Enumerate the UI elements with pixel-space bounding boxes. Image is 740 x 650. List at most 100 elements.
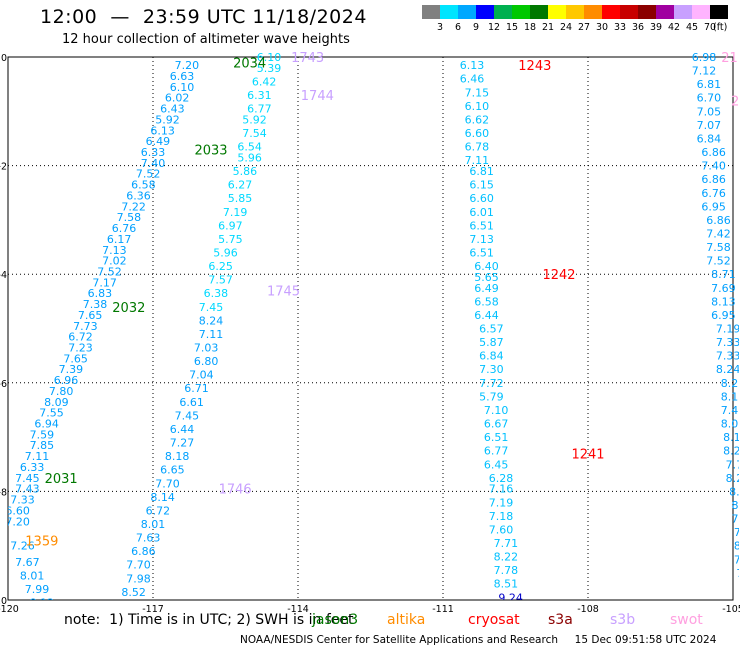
- wave-height-value: 6.62: [465, 113, 490, 126]
- wave-height-value: 7.71: [494, 537, 519, 550]
- wave-height-value: 7.18: [489, 510, 514, 523]
- wave-height-value: 7.70: [126, 559, 151, 572]
- pass-number-label: 1242: [542, 268, 575, 283]
- wave-height-value: 6.13: [460, 59, 485, 72]
- wave-height-value: 7.75: [726, 458, 740, 471]
- wave-height-value: 6.60: [465, 127, 490, 140]
- legend-altika: altika: [387, 612, 426, 628]
- wave-height-value: 7.07: [697, 119, 722, 132]
- wave-height-value: 6.51: [469, 246, 494, 259]
- lon-tick-label: -108: [577, 604, 599, 615]
- wave-height-value: 7.67: [15, 556, 40, 569]
- pass-number-label: 2031: [45, 472, 78, 487]
- wave-height-value: 6.72: [146, 504, 171, 517]
- wave-height-value: 6.10: [170, 81, 195, 94]
- lat-tick-label: -6: [0, 379, 7, 390]
- lon-tick-label: -111: [432, 604, 454, 615]
- color-swatch: [710, 5, 728, 19]
- wave-height-value: 6.49: [474, 282, 499, 295]
- color-swatch: [476, 5, 494, 19]
- wave-height-value: 6.49: [146, 135, 171, 148]
- color-scale-label: 27: [578, 22, 590, 33]
- wave-height-value: 7.80: [49, 385, 74, 398]
- wave-height-value: 7.38: [83, 298, 108, 311]
- pass-number-label: 2120: [731, 94, 740, 109]
- color-swatch: [674, 5, 692, 19]
- wave-height-value: 7.33: [716, 336, 740, 349]
- color-scale: 3 6 9 12 15 18 21 24 27 30 33 36 39 42 45 70(ft): [422, 5, 728, 33]
- wave-height-value: 7.55: [39, 407, 64, 420]
- credit-line: NOAA/NESDIS Center for Satellite Applica…: [240, 634, 717, 646]
- color-scale-label: 9: [473, 22, 479, 33]
- wave-height-value: 7.78: [494, 564, 519, 577]
- lon-tick-label: -105: [722, 604, 740, 615]
- pass-number-label: 1746: [219, 483, 252, 498]
- wave-height-value: 8.24: [199, 314, 224, 327]
- pass-number-label: 2033: [194, 143, 227, 158]
- lon-tick-label: -114: [287, 604, 309, 615]
- wave-height-value: 7.8: [734, 526, 740, 539]
- wave-height-value: 6.76: [701, 187, 726, 200]
- wave-height-value: 7.85: [30, 439, 55, 452]
- wave-height-value: 6.97: [218, 219, 243, 232]
- wave-height-value: 7.40: [141, 157, 166, 170]
- wave-height-value: 7.60: [489, 523, 514, 536]
- wave-height-value: 6.86: [706, 214, 731, 227]
- wave-height-value: 6.77: [247, 103, 272, 116]
- wave-height-value: 5.79: [479, 390, 504, 403]
- color-scale-label: 18: [524, 22, 536, 33]
- color-scale-unit: (ft): [713, 22, 727, 33]
- wave-height-value: 7.65: [63, 352, 88, 365]
- wave-height-value: 6.81: [697, 78, 722, 91]
- wave-height-value: 6.44: [170, 423, 195, 436]
- color-swatch: [440, 5, 458, 19]
- wave-height-value: 7.10: [484, 404, 509, 417]
- wave-height-value: 6.86: [701, 173, 726, 186]
- wave-height-value: 7.16: [489, 483, 514, 496]
- wave-height-value: 7.30: [479, 363, 504, 376]
- wave-height-value: 8.71: [711, 268, 736, 281]
- wave-height-value: 7.5: [736, 567, 740, 580]
- pass-number-label: 1745: [267, 284, 300, 299]
- wave-height-value: 6.70: [697, 92, 722, 105]
- satellite-legend: jason3 altika cryosat s3a s3b swot: [312, 612, 740, 632]
- wave-height-value: 8.0: [734, 540, 740, 553]
- wave-height-value: 8.14: [150, 491, 175, 504]
- wave-height-value: 7.45: [199, 301, 224, 314]
- wave-height-value: 5.65: [474, 271, 499, 284]
- color-scale-label: 36: [632, 22, 644, 33]
- lat-tick-label: -8: [0, 487, 7, 498]
- wave-height-value: 6.96: [54, 374, 79, 387]
- wave-height-value: 7.13: [469, 233, 494, 246]
- wave-height-value: 8.15: [721, 390, 740, 403]
- wave-height-value: 6.98: [692, 51, 717, 64]
- wave-height-value: 7.58: [706, 241, 731, 254]
- wave-height-value: 7.19: [489, 496, 514, 509]
- pass-number-label: 2032: [112, 301, 145, 316]
- wave-height-value: 6.60: [469, 192, 494, 205]
- wave-height-value: 6.95: [701, 200, 726, 213]
- wave-height-value: 8.51: [494, 578, 519, 591]
- wave-height-value: 8.12: [30, 597, 55, 610]
- wave-height-value: 6.84: [479, 350, 504, 363]
- color-swatch: [512, 5, 530, 19]
- wave-height-value: 7.17: [92, 276, 117, 289]
- wave-height-value: 8.13: [711, 295, 736, 308]
- wave-height-value: 6.02: [165, 92, 190, 105]
- wave-height-value: 7.52: [706, 255, 731, 268]
- wave-height-value: 7.63: [136, 532, 161, 545]
- wave-height-value: 6.86: [701, 146, 726, 159]
- wave-height-value: 7.58: [117, 211, 142, 224]
- wave-height-value: 7.69: [711, 282, 736, 295]
- note-text: note: 1) Time is in UTC; 2) SWH is in fe…: [64, 612, 354, 628]
- wave-height-value: 7.26: [10, 540, 35, 553]
- wave-height-value: 8.08: [721, 418, 740, 431]
- color-scale-label: 33: [614, 22, 626, 33]
- wave-height-value: 7.33: [716, 350, 740, 363]
- color-scale-label: 30: [596, 22, 608, 33]
- wave-height-value: 6.84: [697, 132, 722, 145]
- wave-height-value: 9.24: [498, 591, 523, 604]
- wave-height-value: 6.38: [204, 287, 229, 300]
- wave-height-value: 6.94: [34, 418, 59, 431]
